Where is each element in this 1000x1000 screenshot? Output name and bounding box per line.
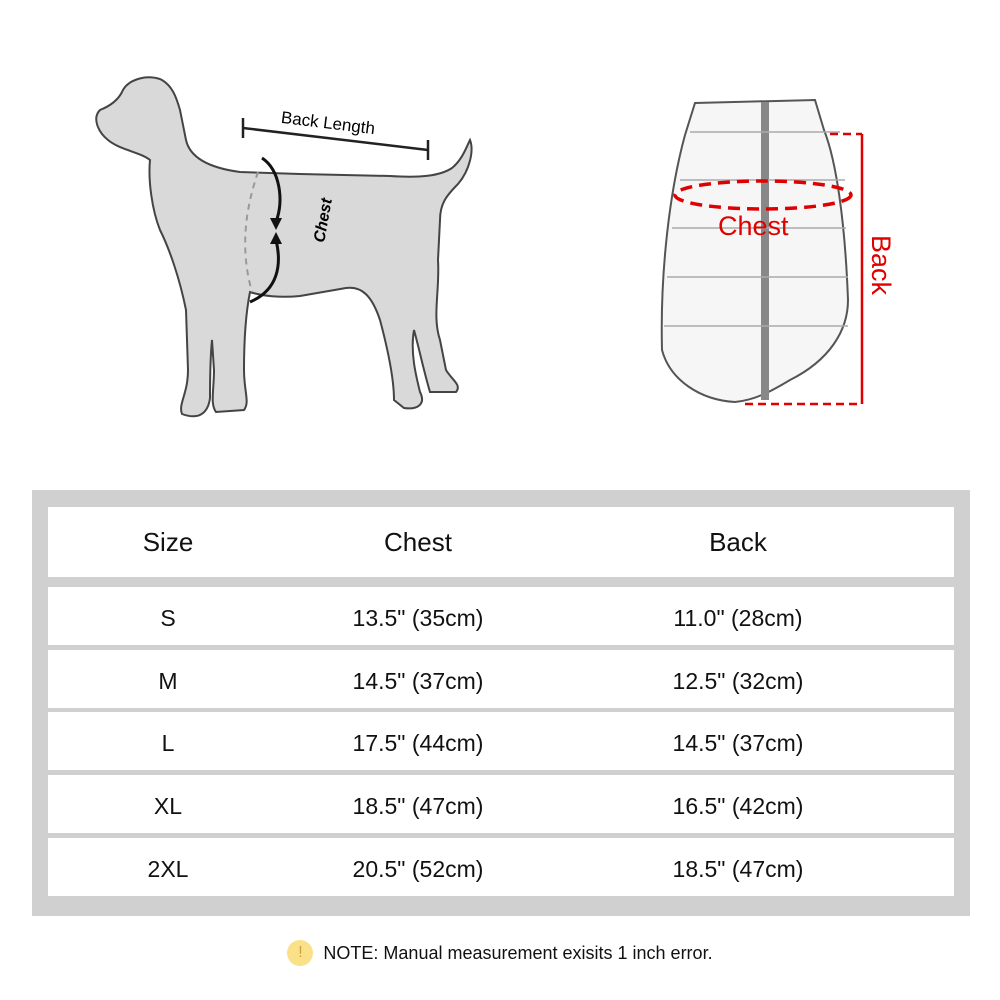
cell-back: 11.0" (28cm) bbox=[673, 604, 803, 631]
note-text: NOTE: Manual measurement exisits 1 inch … bbox=[323, 942, 713, 963]
dog-silhouette bbox=[95, 76, 473, 418]
header-size: Size bbox=[142, 526, 194, 557]
cell-back: 16.5" (42cm) bbox=[672, 792, 804, 819]
cell-back: 12.5" (32cm) bbox=[672, 667, 804, 694]
size-table: Size Chest Back S 13.5" (35cm) 11.0" (28cm… bbox=[32, 490, 970, 916]
cell-size: S bbox=[160, 604, 176, 631]
vest-body bbox=[660, 98, 850, 404]
exclamation-icon: ! bbox=[287, 940, 314, 966]
cell-chest: 17.5" (44cm) bbox=[352, 729, 484, 756]
chest-dashed-line bbox=[244, 171, 259, 293]
vest-illustration: Chest Back bbox=[660, 98, 896, 406]
header-back: Back bbox=[709, 526, 767, 557]
arrow-head-icon bbox=[270, 232, 282, 244]
dog-illustration: Back Length Chest bbox=[95, 76, 473, 418]
chest-arrow-lower bbox=[249, 239, 280, 304]
note: ! NOTE: Manual measurement exisits 1 inc… bbox=[0, 940, 1000, 966]
table-header: Size Chest Back bbox=[48, 507, 954, 577]
cell-chest: 18.5" (47cm) bbox=[352, 792, 484, 819]
cell-size: XL bbox=[153, 792, 183, 819]
vest-back-label: Back bbox=[866, 235, 896, 296]
chest-arrow-upper bbox=[261, 156, 282, 223]
header-chest: Chest bbox=[384, 526, 452, 557]
table-row: S 13.5" (35cm) 11.0" (28cm) bbox=[48, 587, 954, 645]
table-row: M 14.5" (37cm) 12.5" (32cm) bbox=[48, 650, 954, 708]
arrow-head-icon bbox=[270, 218, 282, 230]
back-length-line bbox=[242, 126, 429, 152]
cell-size: L bbox=[161, 729, 175, 756]
chest-dashed-ellipse bbox=[673, 179, 853, 211]
cell-chest: 20.5" (52cm) bbox=[352, 855, 484, 882]
vest-chest-label: Chest bbox=[718, 211, 789, 241]
cell-back: 14.5" (37cm) bbox=[672, 729, 804, 756]
table-row: 2XL 20.5" (52cm) 18.5" (47cm) bbox=[48, 838, 954, 896]
cell-chest: 13.5" (35cm) bbox=[352, 604, 484, 631]
cell-chest: 14.5" (37cm) bbox=[352, 667, 484, 694]
table-row: L 17.5" (44cm) 14.5" (37cm) bbox=[48, 712, 954, 770]
cell-back: 18.5" (47cm) bbox=[672, 855, 804, 882]
cell-size: 2XL bbox=[147, 855, 189, 882]
cell-size: M bbox=[158, 667, 178, 694]
table-row: XL 18.5" (47cm) 16.5" (42cm) bbox=[48, 775, 954, 833]
